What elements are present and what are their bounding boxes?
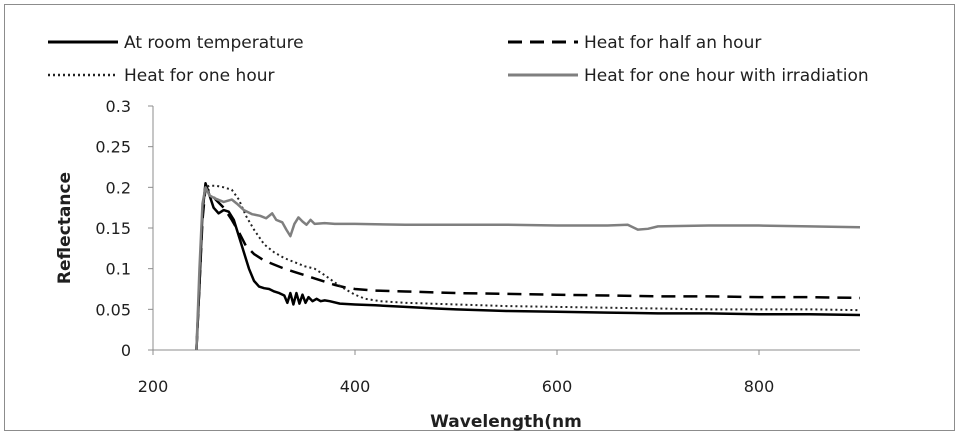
- legend-entry-heat-for-half-an-hour: Heat for half an hour: [508, 33, 761, 53]
- y-tick-label: 0: [121, 341, 131, 360]
- series-lines: [195, 182, 861, 351]
- x-tick-label: 800: [744, 377, 775, 396]
- y-tick-label: 0.05: [95, 300, 131, 319]
- y-tick-label: 0.25: [95, 138, 131, 157]
- y-tick-label: 0.15: [95, 219, 131, 238]
- series-line-heat-for-half-an-hour: [195, 186, 861, 351]
- y-tick-label: 0.2: [106, 178, 131, 197]
- legend-label-at-room-temperature: At room temperature: [124, 33, 304, 53]
- legend-label-heat-for-one-hour-with-irradiation: Heat for one hour with irradiation: [584, 66, 869, 86]
- legend-entry-at-room-temperature: At room temperature: [48, 33, 304, 53]
- x-tick-label: 600: [542, 377, 573, 396]
- x-tick-label: 400: [340, 377, 371, 396]
- y-tick-label: 0.1: [106, 260, 131, 279]
- series-line-heat-for-one-hour: [195, 184, 861, 351]
- y-ticks: 0 0.05 0.1 0.15 0.2 0.25 0.3: [95, 97, 153, 360]
- series-line-at-room-temperature: [195, 182, 861, 351]
- y-axis-title: Reflectance: [55, 172, 75, 284]
- y-tick-label: 0.3: [106, 97, 131, 116]
- legend-label-heat-for-one-hour: Heat for one hour: [124, 66, 275, 86]
- legend-entry-heat-for-one-hour: Heat for one hour: [48, 66, 275, 86]
- x-ticks: 200 400 600 800: [138, 350, 775, 396]
- chart-border: [4, 4, 955, 431]
- legend: At room temperature Heat for half an hou…: [48, 33, 869, 86]
- x-tick-label: 200: [138, 377, 169, 396]
- series-line-heat-for-one-hour-with-irradiation: [195, 186, 861, 351]
- legend-entry-heat-for-one-hour-with-irradiation: Heat for one hour with irradiation: [508, 66, 869, 86]
- legend-label-heat-for-half-an-hour: Heat for half an hour: [584, 33, 761, 53]
- x-axis-title: Wavelength(nm: [430, 412, 582, 432]
